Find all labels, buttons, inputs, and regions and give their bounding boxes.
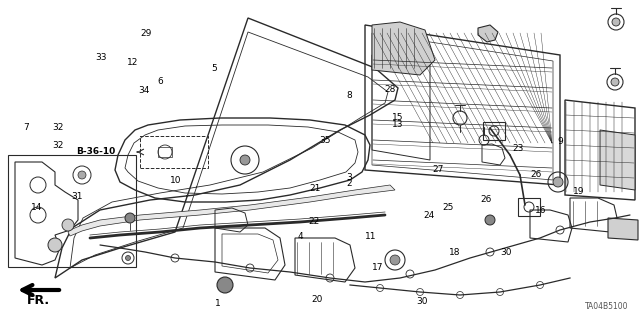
Circle shape (125, 256, 131, 261)
Bar (483, 122, 505, 140)
Text: 3: 3 (346, 173, 351, 182)
Text: 19: 19 (573, 187, 585, 196)
Text: 16: 16 (535, 206, 547, 215)
Polygon shape (608, 218, 638, 240)
Circle shape (240, 155, 250, 165)
Circle shape (553, 177, 563, 187)
Polygon shape (372, 22, 435, 75)
Text: 25: 25 (442, 203, 454, 212)
Text: 33: 33 (95, 53, 107, 62)
Text: 4: 4 (298, 232, 303, 241)
Text: 11: 11 (365, 232, 377, 241)
Text: 27: 27 (433, 165, 444, 174)
Text: 34: 34 (138, 86, 150, 95)
Text: B-36-10: B-36-10 (76, 147, 115, 157)
Text: TA04B5100: TA04B5100 (584, 302, 628, 311)
Circle shape (48, 238, 62, 252)
Circle shape (611, 78, 619, 86)
Circle shape (612, 18, 620, 26)
Text: 15: 15 (392, 113, 404, 122)
Text: 21: 21 (309, 184, 321, 193)
Polygon shape (478, 25, 498, 42)
Text: 26: 26 (481, 195, 492, 204)
Text: 32: 32 (52, 123, 63, 132)
Text: 1: 1 (215, 299, 220, 308)
Circle shape (62, 219, 74, 231)
Text: 20: 20 (311, 295, 323, 304)
Bar (8, 155, 136, 267)
Text: 26: 26 (531, 170, 542, 179)
Bar (518, 198, 540, 216)
Text: 30: 30 (500, 248, 511, 256)
Text: 6: 6 (157, 77, 163, 86)
Polygon shape (68, 185, 395, 236)
Bar (140, 136, 208, 168)
Text: 14: 14 (31, 203, 43, 212)
Text: 29: 29 (140, 29, 152, 38)
Text: 35: 35 (319, 136, 331, 145)
Text: 9: 9 (557, 137, 563, 146)
Text: 5: 5 (212, 64, 217, 73)
Circle shape (125, 213, 135, 223)
Circle shape (217, 277, 233, 293)
Text: 12: 12 (127, 58, 139, 67)
Text: 2: 2 (346, 179, 351, 188)
Circle shape (78, 171, 86, 179)
Text: 22: 22 (308, 217, 319, 226)
Text: 30: 30 (417, 297, 428, 306)
Text: 13: 13 (392, 120, 404, 129)
Bar (158, 147, 172, 157)
Polygon shape (600, 130, 635, 190)
Text: 32: 32 (52, 141, 63, 150)
Text: 8: 8 (346, 91, 351, 100)
Circle shape (390, 255, 400, 265)
Text: 23: 23 (513, 144, 524, 153)
Text: 7: 7 (23, 123, 28, 132)
Text: 31: 31 (71, 192, 83, 201)
Text: FR.: FR. (26, 293, 49, 307)
Text: 28: 28 (385, 85, 396, 94)
Circle shape (485, 215, 495, 225)
Text: 24: 24 (423, 211, 435, 220)
Text: 18: 18 (449, 248, 460, 256)
Text: 10: 10 (170, 176, 182, 185)
Text: 17: 17 (372, 263, 383, 272)
